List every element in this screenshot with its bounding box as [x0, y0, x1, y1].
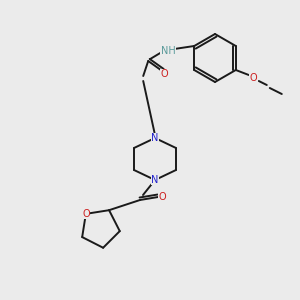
Text: O: O	[158, 192, 166, 202]
Text: N: N	[151, 175, 159, 185]
Text: O: O	[250, 73, 258, 83]
Text: NH: NH	[161, 46, 176, 56]
Text: N: N	[151, 133, 159, 143]
Text: O: O	[160, 69, 168, 79]
Text: O: O	[82, 209, 90, 219]
